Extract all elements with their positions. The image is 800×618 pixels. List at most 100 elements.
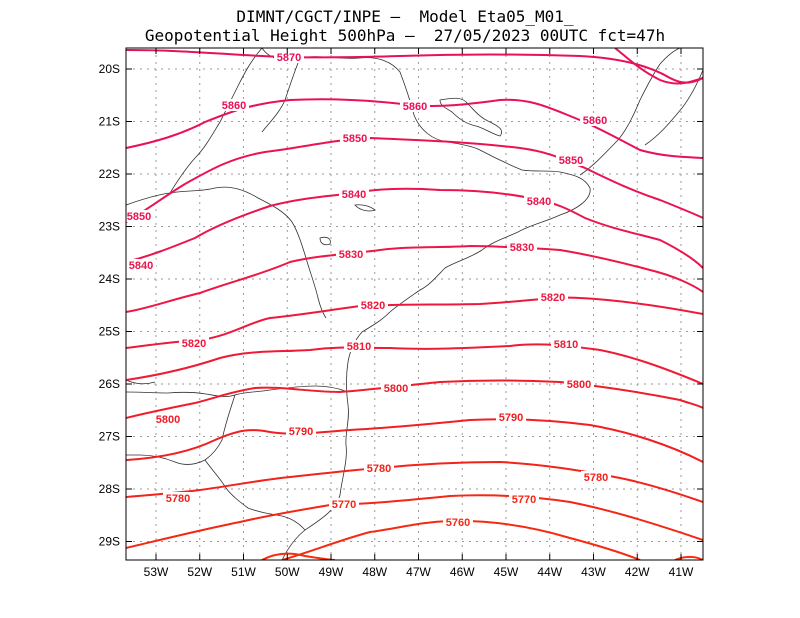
svg-text:5840: 5840 xyxy=(342,189,366,201)
contour-label-5780-a: 5780 xyxy=(364,462,394,475)
svg-text:5820: 5820 xyxy=(541,292,565,304)
contour-label-5820-b: 5820 xyxy=(538,291,568,304)
coastline-north-east xyxy=(579,48,681,176)
svg-text:5850: 5850 xyxy=(559,155,583,167)
lon-label: 41W xyxy=(669,565,694,579)
map-title-line1: DIMNT/CGCT/INPE – Model Eta05_M01_ xyxy=(236,7,574,26)
svg-text:5830: 5830 xyxy=(510,242,534,254)
map-title-line2: Geopotential Height 500hPa – 27/05/2023 … xyxy=(144,26,666,45)
contour-label-5820-c: 5820 xyxy=(179,337,209,350)
contour-label-5780-c: 5780 xyxy=(163,492,193,505)
contour-5770 xyxy=(126,494,703,549)
contour-5810 xyxy=(126,343,703,385)
svg-text:5790: 5790 xyxy=(289,426,313,438)
contour-5830 xyxy=(126,244,703,313)
lat-label: 29S xyxy=(99,535,120,549)
svg-text:5790: 5790 xyxy=(499,412,523,424)
contour-label-5850-a: 5850 xyxy=(340,132,370,145)
contour-label-5790-a: 5790 xyxy=(286,425,316,438)
svg-text:5850: 5850 xyxy=(343,133,367,145)
svg-text:5780: 5780 xyxy=(584,472,608,484)
state-border-2 xyxy=(169,48,263,194)
svg-text:5820: 5820 xyxy=(182,338,206,350)
lon-label: 45W xyxy=(494,565,519,579)
contour-label-5860-c: 5860 xyxy=(580,114,610,127)
contour-5750-right xyxy=(674,556,703,560)
svg-text:5780: 5780 xyxy=(166,493,190,505)
state-border-1 xyxy=(126,186,327,319)
contour-5750 xyxy=(261,552,336,560)
contour-label-5840-c: 5840 xyxy=(126,259,156,272)
contour-label-5860-b: 5860 xyxy=(400,100,430,113)
contour-5860 xyxy=(126,98,703,159)
svg-text:5830: 5830 xyxy=(339,249,363,261)
contour-5850 xyxy=(126,136,703,223)
lake-2 xyxy=(319,236,331,246)
svg-text:5840: 5840 xyxy=(527,196,551,208)
contour-5870 xyxy=(126,49,703,84)
svg-text:5800: 5800 xyxy=(156,414,180,426)
contour-label-5810-a: 5810 xyxy=(344,340,374,353)
svg-text:5860: 5860 xyxy=(403,101,427,113)
plot-frame xyxy=(125,47,704,561)
lat-label: 20S xyxy=(99,62,120,76)
lon-label: 50W xyxy=(275,565,300,579)
contour-label-5850-b: 5850 xyxy=(556,154,586,167)
svg-text:5800: 5800 xyxy=(384,383,408,395)
svg-text:5810: 5810 xyxy=(347,341,371,353)
contour-5820 xyxy=(126,296,703,349)
contour-labels: 5870 5860 5860 5860 5850 5850 5850 5840 … xyxy=(126,51,611,529)
contour-label-5760: 5760 xyxy=(443,516,473,529)
lon-label: 48W xyxy=(362,565,387,579)
contour-label-5800-c: 5800 xyxy=(153,413,183,426)
contour-label-5800-b: 5800 xyxy=(564,378,594,391)
lon-label: 42W xyxy=(625,565,650,579)
contour-label-5810-b: 5810 xyxy=(551,338,581,351)
lake-3 xyxy=(354,204,376,212)
lon-label: 52W xyxy=(187,565,212,579)
lon-label: 53W xyxy=(144,565,169,579)
lat-label: 23S xyxy=(99,220,120,234)
contour-label-5820-a: 5820 xyxy=(358,299,388,312)
lat-label: 22S xyxy=(99,167,120,181)
state-border-5 xyxy=(126,394,236,465)
contour-label-5860-a: 5860 xyxy=(219,99,249,112)
lon-label: 46W xyxy=(450,565,475,579)
svg-text:5820: 5820 xyxy=(361,300,385,312)
contour-5870-right xyxy=(614,48,703,85)
contour-label-5770-b: 5770 xyxy=(509,493,539,506)
contour-label-5840-a: 5840 xyxy=(339,188,369,201)
contour-label-5870: 5870 xyxy=(274,51,304,64)
svg-text:5770: 5770 xyxy=(332,499,356,511)
axes: 20S 21S 22S 23S 24S 25S 26S 27S 28S 29S 53W 52W 51W 5… xyxy=(99,48,703,579)
country-border xyxy=(126,379,156,385)
state-border-6 xyxy=(204,459,306,531)
contour-label-5770-a: 5770 xyxy=(329,498,359,511)
geopotential-contours xyxy=(126,48,703,560)
contour-label-5800-a: 5800 xyxy=(381,382,411,395)
lon-label: 44W xyxy=(537,565,562,579)
svg-text:5840: 5840 xyxy=(129,260,153,272)
contour-5790 xyxy=(126,418,703,463)
lat-label: 27S xyxy=(99,430,120,444)
graticule-grid xyxy=(126,48,703,560)
contour-label-5830-b: 5830 xyxy=(507,241,537,254)
svg-text:5870: 5870 xyxy=(277,52,301,64)
svg-text:5860: 5860 xyxy=(583,115,607,127)
svg-text:5770: 5770 xyxy=(512,494,536,506)
svg-text:5760: 5760 xyxy=(446,517,470,529)
lon-label: 51W xyxy=(231,565,256,579)
contour-5840 xyxy=(126,187,703,269)
contour-5800 xyxy=(126,379,703,419)
contour-label-5830-a: 5830 xyxy=(336,248,366,261)
lon-label: 49W xyxy=(319,565,344,579)
lon-label: 47W xyxy=(406,565,431,579)
contour-label-5790-b: 5790 xyxy=(496,411,526,424)
lat-label: 28S xyxy=(99,482,120,496)
svg-text:5860: 5860 xyxy=(222,100,246,112)
svg-text:5780: 5780 xyxy=(367,463,391,475)
lat-label: 24S xyxy=(99,272,120,286)
svg-text:5810: 5810 xyxy=(554,339,578,351)
lat-label: 25S xyxy=(99,325,120,339)
